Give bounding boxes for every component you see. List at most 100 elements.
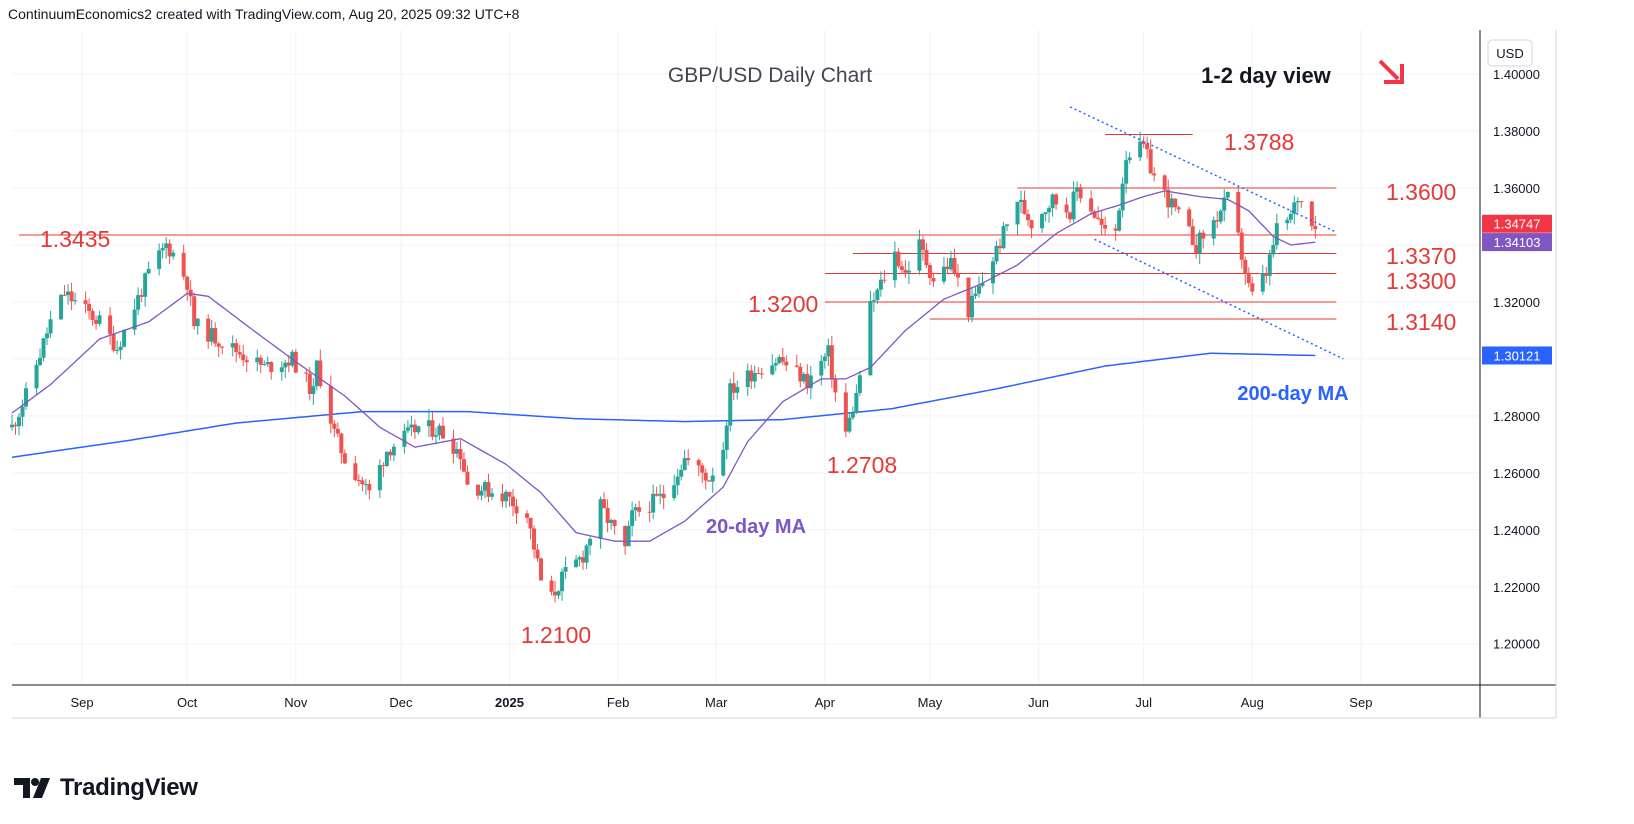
candle-body <box>1194 245 1199 254</box>
candle-body <box>941 266 946 282</box>
candle-body <box>283 362 288 368</box>
candle-body <box>1103 224 1108 229</box>
candle-body <box>875 289 880 301</box>
low-label: 1.2100 <box>521 622 591 648</box>
candle-body <box>1040 214 1045 229</box>
x-tick-label: Oct <box>177 695 198 710</box>
ma20-line <box>11 190 1316 542</box>
candle-body <box>328 385 333 424</box>
candle-body <box>777 357 782 364</box>
candle-body <box>118 346 123 350</box>
candle-body <box>539 558 544 581</box>
ma20-layer <box>11 190 1316 542</box>
candle-body <box>773 363 778 366</box>
candle-body <box>73 300 78 302</box>
axes-layer: USD1.400001.380001.360001.340001.320001.… <box>12 30 1557 719</box>
candle-body <box>973 293 978 296</box>
candle-body <box>679 469 684 477</box>
candle-body <box>1271 244 1276 255</box>
price-tag-label: 1.30121 <box>1494 348 1541 363</box>
candle-body <box>1075 187 1080 192</box>
y-tick-label: 1.40000 <box>1493 67 1540 82</box>
candle-body <box>213 328 218 344</box>
candle-body <box>265 362 270 365</box>
candle-body <box>1064 204 1069 213</box>
candle-body <box>115 349 120 351</box>
candle-body <box>1113 228 1118 231</box>
candle-body <box>651 493 656 513</box>
y-tick-label: 1.24000 <box>1493 523 1540 538</box>
candle-body <box>1187 209 1192 227</box>
candle-body <box>1250 283 1255 292</box>
candle-body <box>318 360 323 386</box>
candle-body <box>342 453 347 464</box>
y-tick-label: 1.32000 <box>1493 295 1540 310</box>
candle-body <box>924 249 929 266</box>
candle-body <box>686 458 691 461</box>
candle-body <box>34 365 39 389</box>
candle-body <box>500 493 505 502</box>
candle-body <box>1176 207 1181 210</box>
candle-body <box>409 424 414 428</box>
candle-body <box>1292 202 1297 214</box>
candle-body <box>363 484 368 486</box>
candle-body <box>356 480 361 482</box>
candle-body <box>1141 141 1146 145</box>
candle-body <box>241 354 246 361</box>
x-tick-label: Apr <box>815 695 836 710</box>
candle-body <box>237 352 242 355</box>
candle-body <box>577 557 582 560</box>
candle-body <box>416 426 421 433</box>
candle-body <box>654 493 659 496</box>
x-tick-label: Jul <box>1135 695 1152 710</box>
candle-body <box>1047 208 1052 213</box>
candle-body <box>637 507 642 512</box>
candle-body <box>160 248 165 251</box>
candle-body <box>171 252 176 257</box>
price-tag <box>1482 346 1552 365</box>
candle-body <box>1138 141 1143 158</box>
candle-body <box>367 484 372 491</box>
candle-body <box>857 375 862 394</box>
candle-body <box>756 373 761 375</box>
candle-body <box>69 291 74 302</box>
tradingview-logo-icon <box>14 778 50 798</box>
candle-body <box>132 309 137 330</box>
candle-body <box>1218 210 1223 222</box>
candle-body <box>17 416 22 427</box>
candle-body <box>672 485 677 499</box>
candle-body <box>1260 273 1265 292</box>
candle-body <box>661 493 666 499</box>
tradingview-logo[interactable]: TradingView <box>14 774 198 802</box>
arrow-head-icon <box>1384 64 1404 84</box>
candle-body <box>707 480 712 482</box>
candle-body <box>528 517 533 529</box>
candle-body <box>384 451 389 466</box>
candle-body <box>1162 175 1167 190</box>
candle-body <box>878 279 883 290</box>
arrow-down-right-icon <box>1378 59 1400 81</box>
candle-body <box>829 345 834 380</box>
candle-body <box>735 387 740 393</box>
candle-body <box>1295 201 1300 203</box>
candle-body <box>167 243 172 257</box>
candle-body <box>206 318 211 342</box>
candle-body <box>998 245 1003 249</box>
candle-body <box>1309 201 1314 227</box>
candle-body <box>994 245 999 262</box>
candle-body <box>696 460 701 466</box>
candle-body <box>1001 226 1006 249</box>
candle-body <box>440 425 445 439</box>
candle-body <box>475 484 480 496</box>
candle-body <box>1274 223 1279 245</box>
candle-body <box>307 373 312 394</box>
candle-body <box>847 417 852 432</box>
candle-body <box>976 286 981 294</box>
candle-body <box>1089 198 1094 212</box>
candle-body <box>574 559 579 568</box>
candle-body <box>62 294 67 296</box>
candle-body <box>1071 191 1076 220</box>
level-label: 1.3435 <box>40 226 110 252</box>
candle-body <box>752 373 757 382</box>
